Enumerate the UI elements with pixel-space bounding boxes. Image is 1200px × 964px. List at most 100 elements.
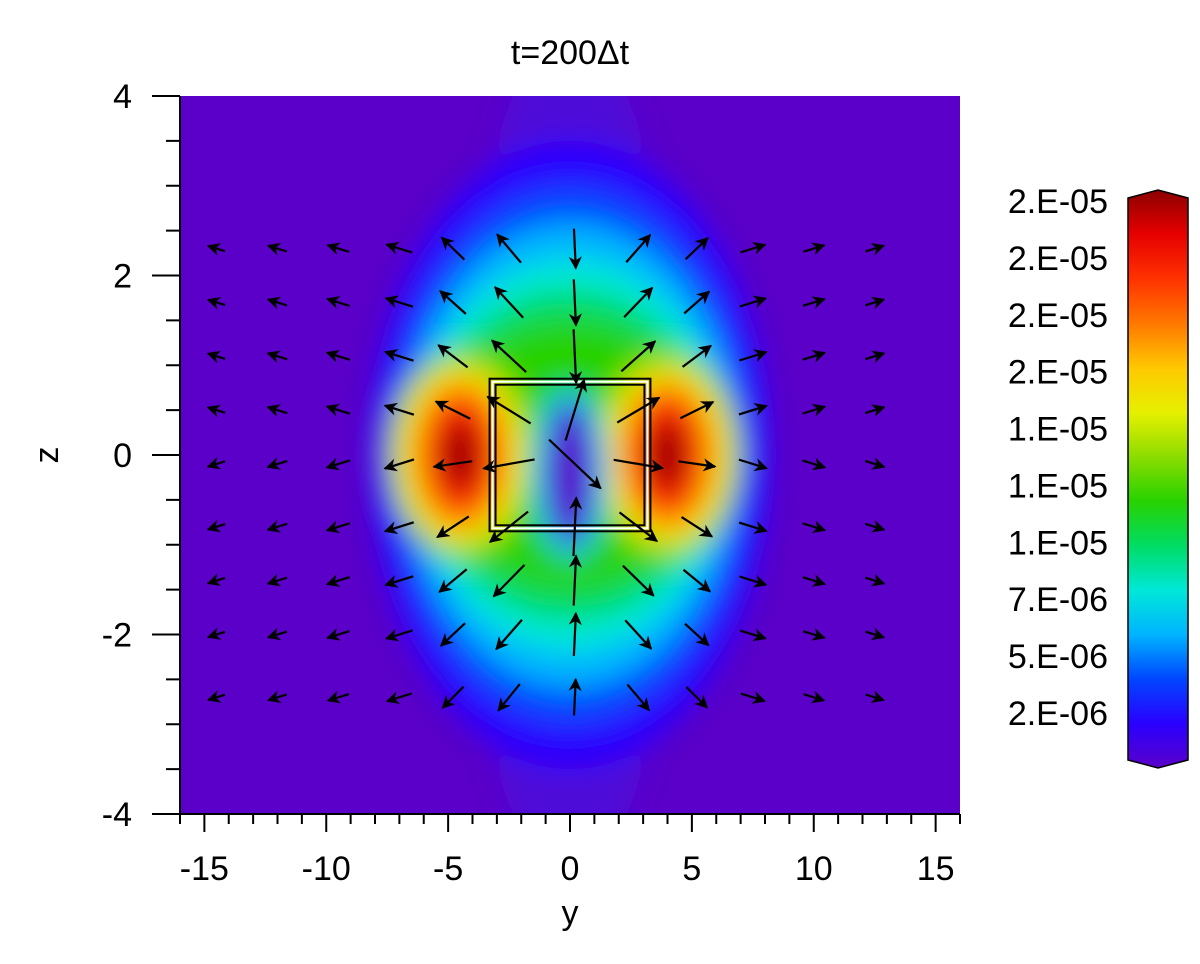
- vector-arrow: [385, 691, 413, 704]
- vector-arrow: [384, 628, 413, 642]
- vector-arrow: [682, 568, 712, 593]
- vector-arrow: [492, 564, 526, 598]
- vector-arrow: [491, 339, 527, 373]
- vector-arrow: [434, 400, 471, 420]
- vector-arrow: [326, 242, 350, 256]
- vector-arrow: [548, 438, 602, 490]
- vector-arrow: [865, 627, 886, 641]
- vector-arrow: [683, 290, 711, 315]
- vector-arrow: [739, 295, 768, 309]
- vector-arrow: [738, 349, 768, 362]
- vector-arrow: [681, 344, 712, 368]
- vector-arrow: [266, 242, 288, 256]
- vector-arrow: [802, 457, 827, 471]
- vector-arrow: [206, 690, 226, 703]
- vector-arrow: [620, 340, 657, 373]
- vector-arrow: [865, 690, 885, 703]
- vector-arrow: [383, 521, 415, 535]
- vector-arrow: [497, 683, 521, 712]
- vector-arrow: [266, 404, 288, 417]
- vector-arrow: [432, 458, 473, 472]
- vector-arrow: [494, 286, 524, 319]
- vector-arrow: [739, 574, 768, 588]
- vector-arrow: [495, 619, 523, 651]
- object-box-inner: [494, 383, 646, 527]
- vector-arrow: [438, 568, 468, 593]
- vector-arrow: [678, 458, 717, 472]
- vector-field: [206, 228, 886, 716]
- vector-arrow: [622, 564, 655, 597]
- vector-arrow: [685, 686, 709, 709]
- colorbar-label: 1.E-05: [1008, 467, 1108, 505]
- vector-arrow: [325, 457, 351, 471]
- vector-arrow: [266, 690, 288, 703]
- x-tick-label: 0: [561, 850, 580, 888]
- vector-arrow: [684, 237, 709, 261]
- vector-arrow: [383, 458, 415, 472]
- vector-arrow: [802, 574, 826, 587]
- vector-arrow: [206, 627, 226, 640]
- colorbar-label: 2.E-05: [1008, 183, 1108, 221]
- vector-arrow: [864, 350, 886, 364]
- vector-arrow: [206, 404, 226, 418]
- y-tick-label: -2: [102, 617, 132, 655]
- y-axis-label: z: [28, 447, 66, 464]
- y-tick-label: 0: [113, 437, 132, 475]
- vector-arrow: [625, 233, 652, 263]
- vector-arrow: [684, 622, 710, 647]
- vector-arrow: [679, 400, 715, 420]
- vector-arrow: [624, 619, 653, 650]
- vector-arrow: [488, 510, 529, 543]
- plot-area: [180, 96, 960, 814]
- vector-arrow: [865, 296, 886, 310]
- vector-arrow: [440, 236, 466, 261]
- vector-arrow: [383, 402, 415, 416]
- vector-arrow: [802, 403, 827, 417]
- vector-arrow: [740, 691, 767, 704]
- y-tick-label: 2: [113, 258, 132, 296]
- vector-arrow: [326, 628, 350, 641]
- vector-arrow: [496, 233, 522, 264]
- vector-arrow: [266, 296, 288, 310]
- x-axis-label: y: [562, 894, 579, 932]
- colorbar-label: 2.E-05: [1008, 240, 1108, 278]
- vector-arrow: [864, 457, 886, 470]
- colorbar-label: 2.E-05: [1008, 354, 1108, 392]
- vector-arrow: [437, 344, 469, 369]
- vector-arrow: [325, 403, 351, 417]
- vector-arrow: [326, 690, 350, 704]
- vector-arrow: [439, 622, 466, 647]
- x-tick-label: -5: [433, 850, 463, 888]
- vector-arrow: [325, 520, 351, 534]
- vector-arrow: [613, 458, 665, 473]
- vector-arrow: [569, 496, 583, 557]
- axes: -15 -10 -5 0 5 10 15 4 2 0 -2 -4: [102, 78, 961, 888]
- vector-arrow: [738, 458, 768, 472]
- vector-arrow: [384, 575, 414, 588]
- vector-arrow: [206, 519, 226, 533]
- vector-arrow: [266, 457, 288, 470]
- colorbar-label: 1.E-05: [1008, 524, 1108, 562]
- chart-title: t=200Δt: [511, 34, 630, 72]
- vector-arrow: [623, 286, 654, 318]
- vector-arrow: [803, 690, 826, 704]
- vector-arrow: [325, 574, 351, 587]
- colorbar-label: 2.E-05: [1008, 297, 1108, 335]
- vector-arrow: [384, 295, 414, 309]
- x-tick-label: 10: [795, 850, 833, 888]
- vector-arrow: [864, 404, 886, 417]
- vector-arrow: [206, 573, 226, 587]
- vector-arrow: [740, 241, 767, 255]
- x-tick-label: 5: [682, 850, 701, 888]
- vector-arrow: [568, 554, 583, 606]
- colorbar-label: 7.E-06: [1008, 581, 1108, 619]
- vector-arrow: [486, 395, 532, 425]
- x-tick-label: -15: [180, 850, 229, 888]
- vector-arrow: [802, 520, 827, 534]
- vector-arrow: [802, 350, 827, 363]
- vector-arrow: [266, 350, 288, 364]
- vector-arrow: [266, 520, 288, 533]
- vector-arrow: [266, 573, 288, 587]
- vector-arrow: [439, 290, 467, 315]
